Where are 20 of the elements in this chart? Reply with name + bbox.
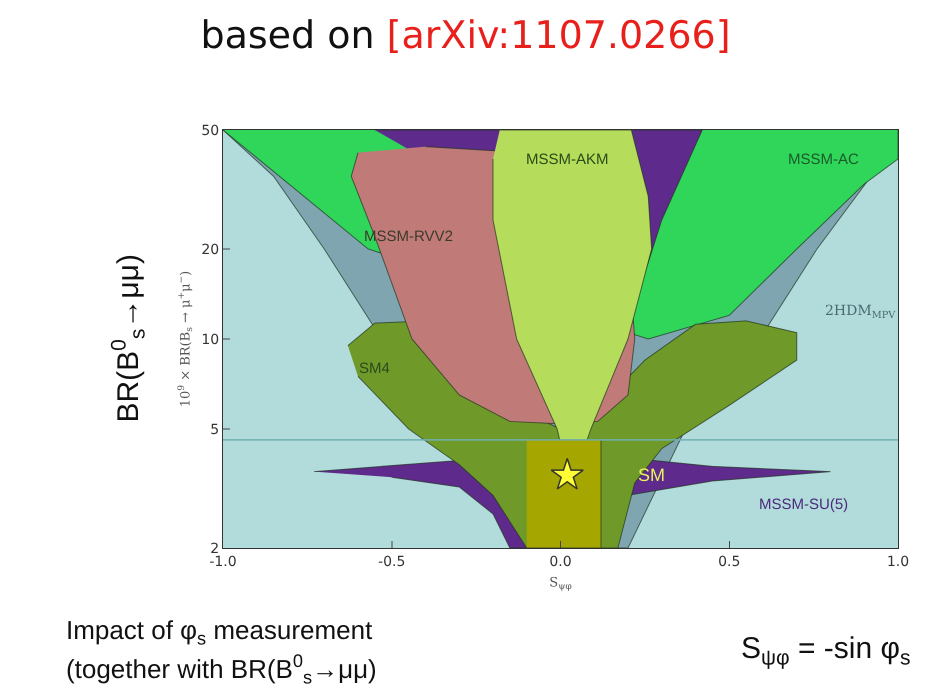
annotation: MSSM-SU(5) <box>759 496 848 513</box>
x-tick-label: 0.0 <box>549 554 572 570</box>
text: Impact of φ$_{s}$ measurement <box>66 615 374 648</box>
y-tick-label: 20 <box>201 242 220 258</box>
annotation: MSSM-AC <box>788 151 859 168</box>
annotation: MSSM-AKM <box>526 151 608 168</box>
y-tick-label: 50 <box>201 122 220 139</box>
x-tick-label: 0.5 <box>718 554 740 570</box>
annotation: SM4 <box>359 360 390 377</box>
x-tick-label: 1.0 <box>886 554 910 570</box>
chart-title: based on <box>200 12 375 57</box>
y-tick-label: 10 <box>201 332 220 348</box>
annotation: 2HDM$_{MPV}$ <box>825 303 896 321</box>
chart-subtitle: [arXiv:1107.0266] <box>386 12 731 57</box>
annotation: SM <box>638 465 665 485</box>
text: (together with BR(B$^{0}$$_{s}$→μμ) <box>66 651 377 688</box>
x-axis-title: S$_{ψφ}$ <box>549 575 572 592</box>
x-tick-label: -0.5 <box>378 554 406 570</box>
text: S$_{ψφ}$ = -sin φ$_{s}$ <box>741 632 910 670</box>
y-tick-label: 5 <box>210 422 220 438</box>
